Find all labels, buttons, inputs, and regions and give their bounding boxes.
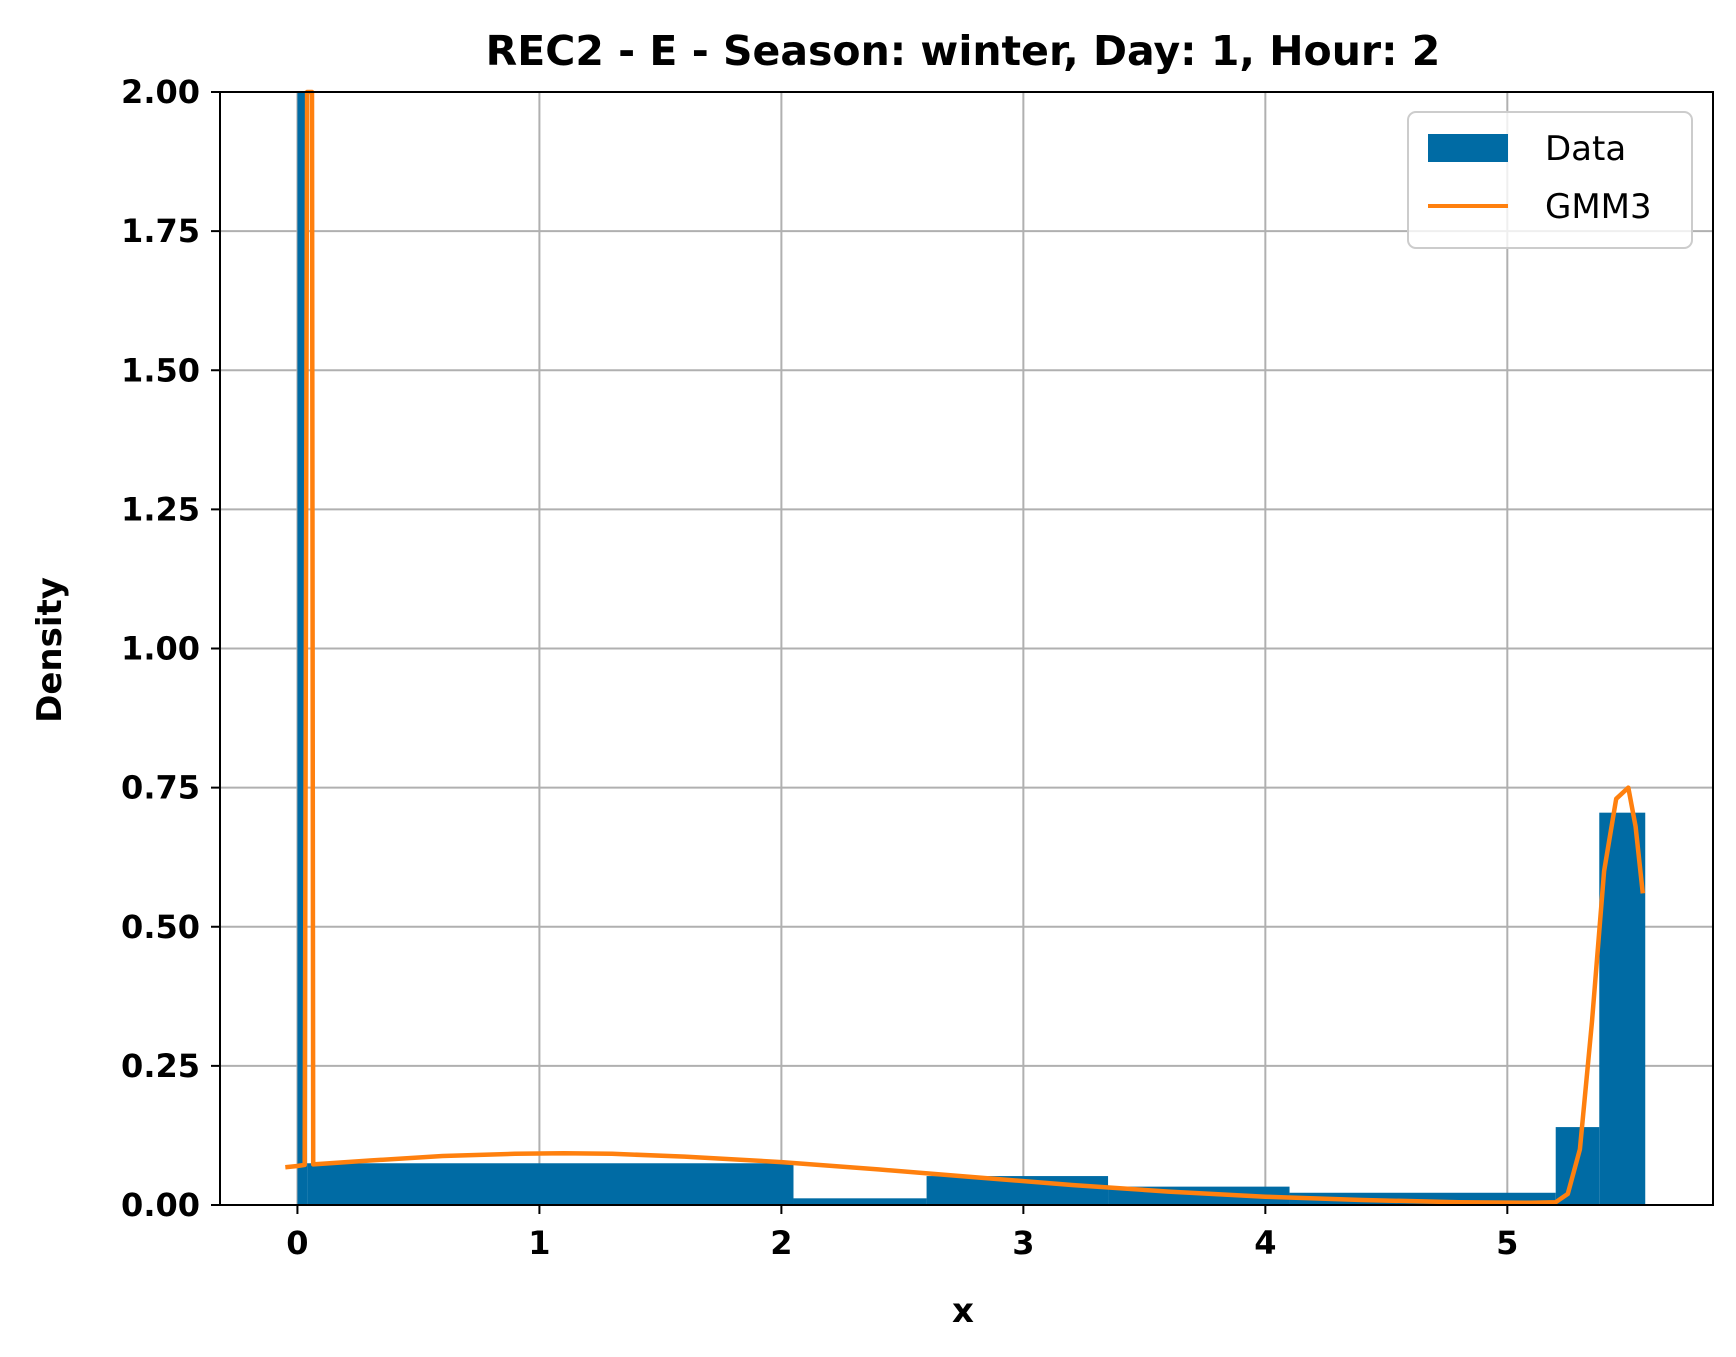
legend-data-label: Data bbox=[1545, 129, 1626, 169]
y-axis-ticks: 0.00 0.25 0.50 0.75 1.00 1.25 1.50 1.75 2.00 bbox=[121, 73, 220, 1224]
histogram-bar bbox=[307, 1163, 794, 1205]
histogram-bar bbox=[297, 92, 308, 1205]
legend: Data GMM3 bbox=[1407, 111, 1693, 249]
y-tick-label: 0.25 bbox=[121, 1047, 200, 1085]
histogram-bar bbox=[793, 1198, 927, 1205]
y-tick-label: 1.25 bbox=[121, 490, 200, 528]
y-tick-label: 2.00 bbox=[121, 73, 200, 111]
x-tick-label: 4 bbox=[1254, 1224, 1276, 1262]
y-tick-label: 1.50 bbox=[121, 351, 200, 389]
x-axis-ticks: 0 1 2 3 4 5 bbox=[286, 1205, 1518, 1262]
x-tick-label: 5 bbox=[1496, 1224, 1518, 1262]
y-tick-label: 0.50 bbox=[121, 908, 200, 946]
y-tick-label: 0.75 bbox=[121, 769, 200, 807]
y-tick-label: 1.00 bbox=[121, 630, 200, 668]
y-tick-label: 1.75 bbox=[121, 212, 200, 250]
chart-title: REC2 - E - Season: winter, Day: 1, Hour:… bbox=[486, 27, 1441, 75]
histogram-bar bbox=[1599, 812, 1646, 1205]
legend-data-swatch bbox=[1428, 134, 1508, 162]
x-tick-label: 3 bbox=[1012, 1224, 1034, 1262]
x-tick-label: 1 bbox=[528, 1224, 550, 1262]
x-axis-label: x bbox=[952, 1291, 974, 1331]
x-tick-label: 0 bbox=[286, 1224, 308, 1262]
legend-gmm-label: GMM3 bbox=[1545, 187, 1652, 227]
y-tick-label: 0.00 bbox=[121, 1186, 200, 1224]
x-tick-label: 2 bbox=[770, 1224, 792, 1262]
y-axis-label: Density bbox=[30, 577, 70, 723]
